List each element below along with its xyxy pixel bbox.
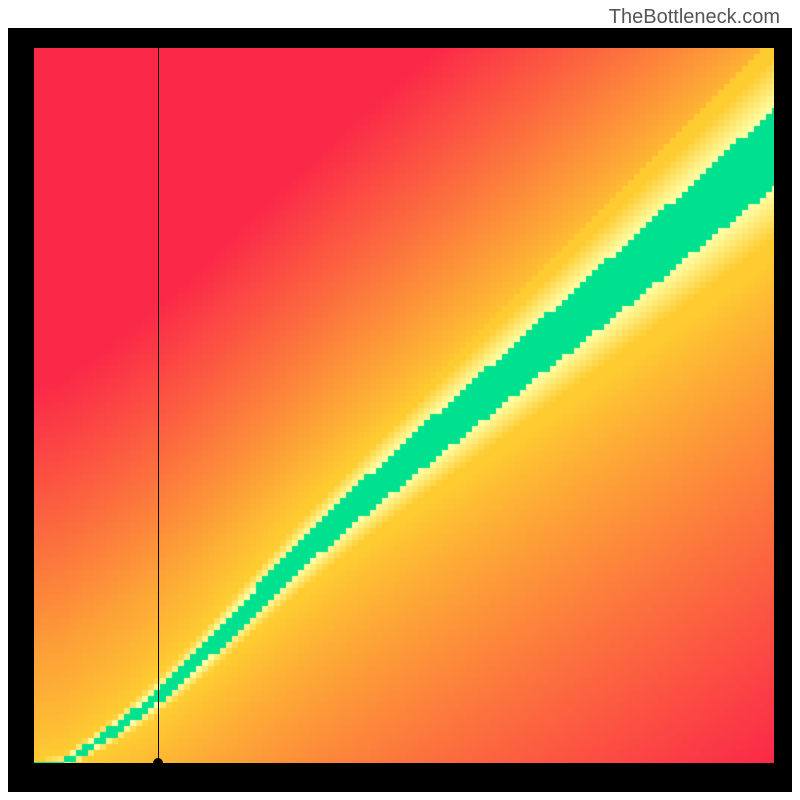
crosshair-marker <box>153 758 163 764</box>
plot-area <box>34 48 774 764</box>
bottleneck-heatmap <box>34 48 774 764</box>
crosshair-horizontal <box>34 763 774 764</box>
crosshair-vertical <box>158 48 159 764</box>
plot-border <box>8 28 792 792</box>
figure-container: TheBottleneck.com <box>0 0 800 800</box>
watermark-text: TheBottleneck.com <box>609 6 780 29</box>
